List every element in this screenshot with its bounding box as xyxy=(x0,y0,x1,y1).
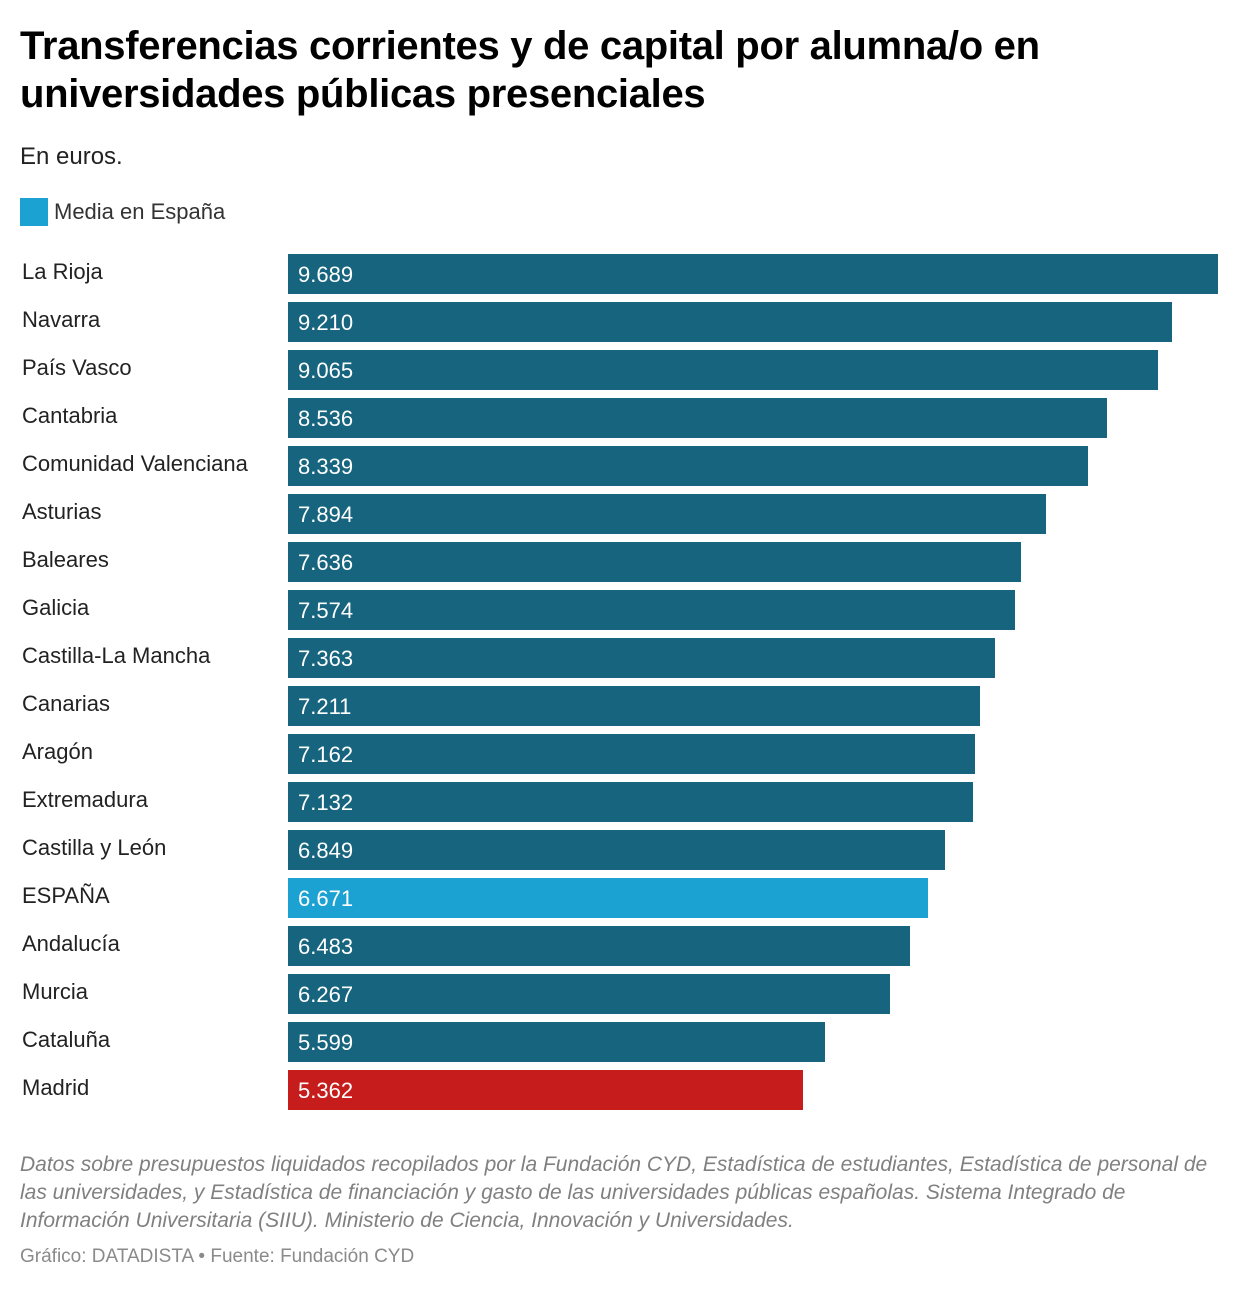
bar-extremadura[interactable] xyxy=(288,782,973,822)
chart-title: Transferencias corrientes y de capital p… xyxy=(20,24,1040,116)
bar-castilla-la-mancha[interactable] xyxy=(288,638,995,678)
legend-swatch-spain-average xyxy=(20,198,48,226)
bar-galicia[interactable] xyxy=(288,590,1015,630)
category-label-baleares: Baleares xyxy=(22,547,109,572)
category-label-cantabria: Cantabria xyxy=(22,403,118,428)
category-label-castilla-la-mancha: Castilla-La Mancha xyxy=(22,643,211,668)
bar-navarra[interactable] xyxy=(288,302,1172,342)
category-label-pais-vasco: País Vasco xyxy=(22,355,132,380)
bar-la-rioja[interactable] xyxy=(288,254,1218,294)
bar-cataluna[interactable] xyxy=(288,1022,825,1062)
bar-pais-vasco[interactable] xyxy=(288,350,1158,390)
legend: Media en España xyxy=(20,198,225,226)
category-label-navarra: Navarra xyxy=(22,307,101,332)
bar-aragon[interactable] xyxy=(288,734,975,774)
category-label-madrid: Madrid xyxy=(22,1075,90,1100)
source-notes: Datos sobre presupuestos liquidados reco… xyxy=(20,1153,1208,1232)
bar-andalucia[interactable] xyxy=(288,926,910,966)
chart-subtitle: En euros. xyxy=(20,143,123,170)
bar-madrid[interactable] xyxy=(288,1070,803,1110)
category-label-espana: ESPAÑA xyxy=(22,883,110,908)
category-label-murcia: Murcia xyxy=(22,979,89,1004)
category-label-comunidad-valenciana: Comunidad Valenciana xyxy=(22,451,248,476)
bar-murcia[interactable] xyxy=(288,974,890,1014)
bar-castilla-y-leon[interactable] xyxy=(288,830,945,870)
bar-cantabria[interactable] xyxy=(288,398,1107,438)
category-label-andalucia: Andalucía xyxy=(22,931,120,956)
category-label-cataluna: Cataluña xyxy=(22,1027,111,1052)
category-label-galicia: Galicia xyxy=(22,595,90,620)
category-label-la-rioja: La Rioja xyxy=(22,259,103,284)
bar-espana[interactable] xyxy=(288,878,928,918)
bar-baleares[interactable] xyxy=(288,542,1021,582)
category-label-castilla-y-leon: Castilla y León xyxy=(22,835,167,860)
category-label-asturias: Asturias xyxy=(22,499,102,524)
bar-comunidad-valenciana[interactable] xyxy=(288,446,1088,486)
chart-credits: Gráfico: DATADISTA • Fuente: Fundación C… xyxy=(20,1246,415,1267)
category-label-extremadura: Extremadura xyxy=(22,787,148,812)
bar-asturias[interactable] xyxy=(288,494,1046,534)
bar-canarias[interactable] xyxy=(288,686,980,726)
category-label-aragon: Aragón xyxy=(22,739,93,764)
legend-label-spain-average: Media en España xyxy=(54,199,226,224)
category-label-canarias: Canarias xyxy=(22,691,111,716)
